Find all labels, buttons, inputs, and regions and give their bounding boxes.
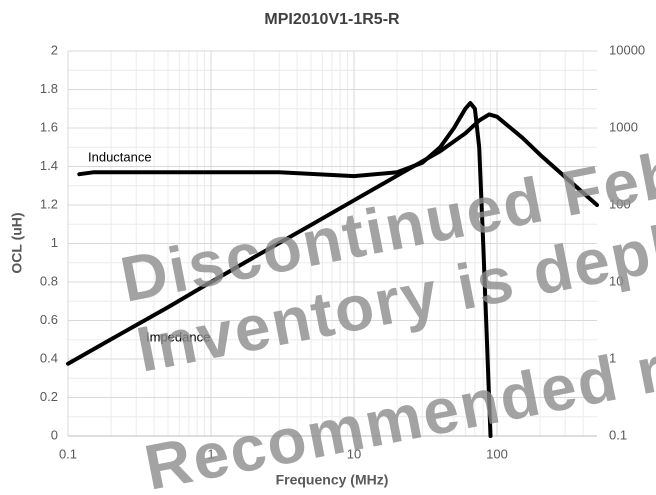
y2-tick-label: 0.1 [609,427,627,442]
y-axis-label: OCL (uH) [9,212,25,273]
x-axis-label: Frequency (MHz) [276,472,389,488]
y-tick-label: 0.2 [40,389,58,404]
y2-tick-label: 1 [609,350,616,365]
x-tick-label: 10 [347,446,361,461]
series-line [77,101,493,438]
series-line [66,112,599,366]
series-label: Impedance [146,329,210,344]
x-tick-label: 100 [486,446,508,461]
y-tick-label: 1.2 [40,196,58,211]
y-tick-label: 1.6 [40,119,58,134]
x-tick-label: 1 [207,446,214,461]
y-tick-label: 0.4 [40,350,58,365]
y-tick-label: 0 [51,427,58,442]
y2-tick-label: 100 [609,196,631,211]
x-tick-label: 0.1 [59,446,77,461]
y-tick-label: 2 [51,42,58,57]
y2-tick-label: 10 [609,273,623,288]
y-tick-label: 0.8 [40,273,58,288]
y-tick-label: 1.8 [40,81,58,96]
y-tick-label: 1.4 [40,158,58,173]
y2-tick-label: 10000 [609,42,645,57]
y-tick-label: 1 [51,235,58,250]
y-tick-label: 0.6 [40,312,58,327]
chart-title: MPI2010V1-1R5-R [264,11,400,28]
y2-tick-label: 1000 [609,119,638,134]
series-label: Inductance [88,149,152,164]
